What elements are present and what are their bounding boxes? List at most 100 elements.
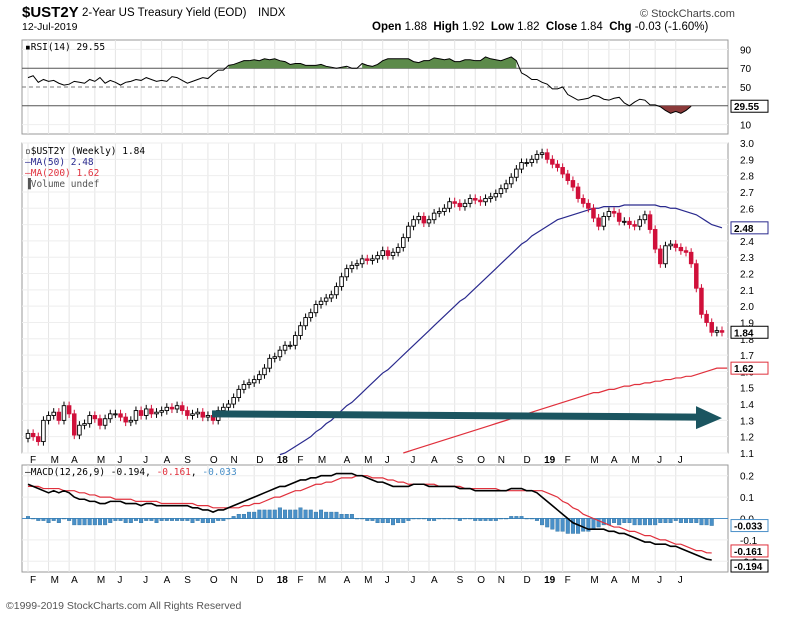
macd-histogram-bar [360, 518, 365, 520]
macd-histogram-bar [349, 514, 354, 519]
x-axis-label: O [477, 455, 485, 466]
candle-body [118, 413, 123, 418]
rsi-overbought-fill [362, 56, 517, 69]
candle-body [159, 410, 164, 413]
x-axis-label: J [143, 455, 148, 466]
candle-body [647, 214, 653, 230]
price-tick-label: 1.1 [740, 449, 754, 460]
macd-histogram-bar [612, 518, 617, 523]
ohlc-readout: Open 1.88 High 1.92 Low 1.82 Close 1.84 … [372, 21, 708, 33]
candle-body [92, 415, 98, 420]
candle-body [138, 410, 144, 416]
price-legend-1: —MA(50) 2.48 [25, 157, 94, 168]
macd-histogram-bar [298, 507, 303, 519]
price-tick-label: 2.6 [740, 204, 754, 215]
x-axis-label: D [524, 575, 531, 586]
ma200-last-value-box [730, 361, 769, 375]
candle-body [586, 202, 591, 209]
x-axis-label: M [51, 575, 59, 586]
macd-histogram-bar [699, 518, 704, 526]
candle-body [323, 297, 329, 302]
macd-histogram-bar [411, 518, 416, 520]
x-axis-label: J [143, 575, 148, 586]
macd-histogram-bar [591, 518, 596, 530]
candle-body [395, 246, 401, 253]
x-axis-label: O [477, 575, 485, 586]
macd-histogram-bar [673, 518, 678, 521]
macd-tick-label: 0.2 [740, 472, 754, 483]
macd-histogram-bar [473, 518, 478, 521]
candle-body [174, 405, 180, 410]
x-axis-label: 19 [544, 575, 556, 586]
macd-histogram-bar [257, 509, 262, 519]
macd-histogram-bar [31, 518, 36, 520]
candle-body [514, 168, 519, 178]
macd-legend-part-1: -0.194, [111, 467, 157, 478]
candle-body [385, 250, 391, 257]
macd-histogram-bar [622, 518, 627, 523]
candle-body [493, 193, 499, 198]
candle-body [622, 220, 627, 223]
macd-histogram-bar [339, 514, 344, 519]
x-axis-label: S [184, 455, 191, 466]
candle-body [560, 167, 565, 175]
candle-body [257, 374, 262, 381]
open-value: 1.88 [404, 21, 427, 33]
candle-body [272, 356, 278, 359]
candle-body [688, 251, 694, 265]
macd-histogram-bar [406, 518, 411, 521]
macd-histogram-bar [293, 509, 298, 519]
x-axis-label: J [410, 455, 415, 466]
candle-body [46, 415, 51, 421]
x-axis-label: M [590, 575, 598, 586]
macd-histogram-bar [216, 518, 221, 521]
macd-histogram-bar [452, 518, 457, 520]
x-axis-label: M [631, 455, 639, 466]
macd-histogram-bar [61, 518, 66, 520]
macd-histogram-bar [483, 518, 488, 521]
price-legend-2: —MA(200) 1.62 [25, 168, 99, 179]
macd-histogram-bar [524, 518, 529, 520]
x-axis-label: J [657, 455, 662, 466]
price-tick-label: 1.7 [740, 351, 754, 362]
macd-histogram-bar [272, 509, 277, 519]
candle-body [550, 158, 555, 165]
price-tick-label: 2.3 [740, 253, 754, 264]
macd-histogram-bar [169, 518, 174, 521]
candle-body [195, 411, 200, 415]
candle-body [678, 246, 684, 252]
macd-histogram-bar [637, 518, 642, 526]
macd-histogram-bar [694, 518, 699, 523]
x-axis-label: F [297, 455, 303, 466]
candle-body [709, 322, 714, 333]
macd-histogram-bar [668, 518, 673, 523]
candle-body [699, 287, 704, 315]
price-tick-label: 1.5 [740, 384, 754, 395]
candle-body [627, 220, 632, 226]
macd-histogram-bar [632, 518, 637, 526]
candle-body [503, 183, 509, 190]
candle-body [508, 176, 514, 185]
candle-body [66, 405, 72, 415]
macd-tick-label: -0.1 [740, 536, 758, 547]
rsi-tick-label: 50 [740, 83, 752, 94]
candle-body [601, 215, 607, 227]
macd-histogram-bar [51, 518, 56, 521]
candle-body [539, 152, 545, 155]
macd-histogram-bar [529, 518, 534, 520]
macd-histogram-bar [462, 518, 467, 520]
candle-body [221, 406, 226, 412]
candle-body [205, 415, 211, 418]
ma50-last-value: 2.48 [734, 224, 754, 235]
x-axis-label: M [364, 455, 372, 466]
candle-body [334, 286, 339, 296]
x-axis-label: N [230, 575, 237, 586]
candle-body [663, 245, 668, 265]
x-axis-label: M [97, 575, 105, 586]
x-axis-label: D [524, 455, 531, 466]
x-axis-label: M [97, 455, 105, 466]
candle-body [241, 384, 247, 390]
chg-value: -0.03 (-1.60%) [634, 21, 709, 33]
macd-histogram-bar [128, 518, 133, 523]
